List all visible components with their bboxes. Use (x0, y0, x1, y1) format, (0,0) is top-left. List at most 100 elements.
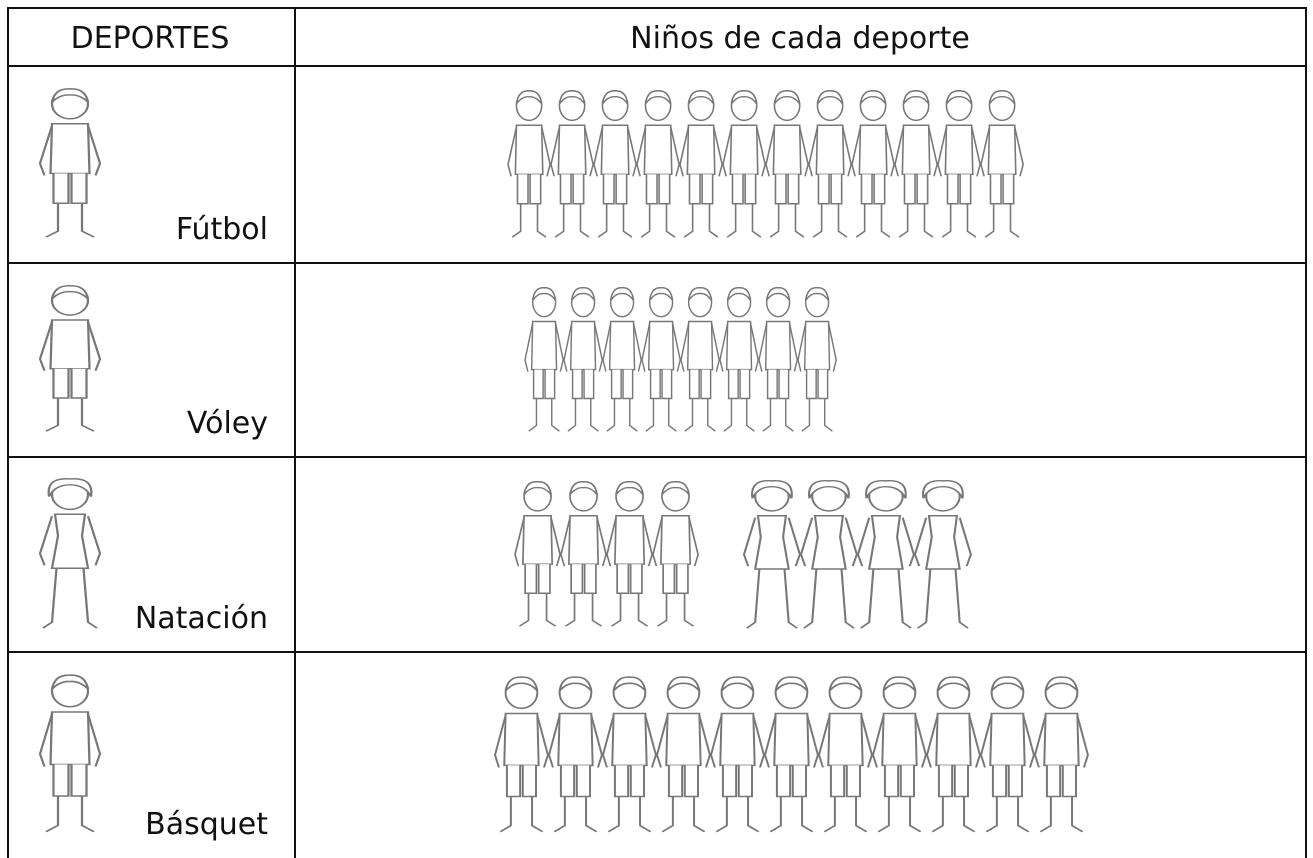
hair (47, 478, 93, 497)
child-figure (602, 287, 642, 432)
arms (797, 323, 837, 372)
body (810, 515, 847, 570)
arms (652, 517, 699, 567)
hair (661, 481, 690, 495)
hair (504, 676, 539, 692)
child-figure (709, 676, 765, 833)
arms (550, 127, 594, 177)
hair (531, 287, 557, 301)
body (725, 320, 753, 371)
arms (719, 323, 759, 372)
arms (856, 517, 915, 567)
child-figure (636, 90, 680, 238)
child-figure (38, 674, 102, 833)
child-figure (655, 676, 711, 833)
arms (894, 127, 938, 177)
child-figure (758, 287, 798, 432)
legs (683, 174, 719, 238)
legs (606, 369, 638, 432)
hair (773, 90, 801, 105)
child-figure (641, 287, 681, 432)
hair (601, 90, 629, 105)
hair (945, 90, 973, 105)
body (614, 515, 646, 565)
body (719, 712, 756, 767)
legs (746, 568, 798, 629)
hair (1044, 676, 1079, 692)
hair (569, 481, 598, 495)
child-figure (871, 676, 927, 833)
legs (860, 568, 912, 629)
body (764, 320, 792, 371)
child-figure (563, 287, 603, 432)
body (987, 124, 1017, 176)
hair (687, 287, 713, 301)
legs (877, 765, 922, 833)
arms (808, 127, 852, 177)
arms (601, 715, 657, 768)
legs (723, 369, 755, 432)
child-figure (514, 481, 561, 627)
arms (563, 323, 603, 372)
hair (808, 479, 850, 499)
child-figure (547, 676, 603, 833)
arms (937, 127, 981, 177)
body (522, 515, 554, 565)
legs (898, 174, 934, 238)
arms (606, 517, 653, 567)
hair (615, 481, 644, 495)
arms (560, 517, 607, 567)
figure-group (507, 90, 1024, 238)
child-figure (507, 90, 551, 238)
body (608, 320, 636, 371)
hair (609, 287, 635, 301)
legs (803, 568, 855, 629)
child-figure (1033, 676, 1089, 833)
sport-label: Básquet (145, 807, 268, 842)
legs (499, 765, 544, 833)
hair (50, 674, 90, 690)
table-border (7, 7, 1307, 858)
hair (687, 90, 715, 105)
body (568, 515, 600, 565)
arms (641, 323, 681, 372)
child-figure (851, 90, 895, 238)
arms (655, 715, 711, 768)
hair (726, 287, 752, 301)
child-figure (524, 287, 564, 432)
hair (720, 676, 755, 692)
body (643, 124, 673, 176)
child-figure (980, 90, 1024, 238)
legs (855, 174, 891, 238)
body (660, 515, 692, 565)
arms (709, 715, 765, 768)
hair (922, 479, 964, 499)
legs (511, 174, 547, 238)
legs (801, 369, 833, 432)
child-figure (742, 479, 801, 629)
hair (765, 287, 791, 301)
legs (567, 369, 599, 432)
hair (558, 90, 586, 105)
figure-group (514, 481, 699, 627)
body (815, 124, 845, 176)
body (729, 124, 759, 176)
arms (799, 517, 858, 567)
child-figure (722, 90, 766, 238)
arms (851, 127, 895, 177)
body (557, 124, 587, 176)
body (49, 319, 91, 370)
body (881, 712, 918, 767)
child-figure (797, 287, 837, 432)
body (600, 124, 630, 176)
hair (865, 479, 907, 499)
child-figure (894, 90, 938, 238)
arms (679, 127, 723, 177)
arms (524, 323, 564, 372)
body (557, 712, 594, 767)
child-figure (979, 676, 1035, 833)
hair (50, 88, 90, 103)
legs (565, 564, 603, 627)
hair (648, 287, 674, 301)
legs (917, 568, 969, 629)
